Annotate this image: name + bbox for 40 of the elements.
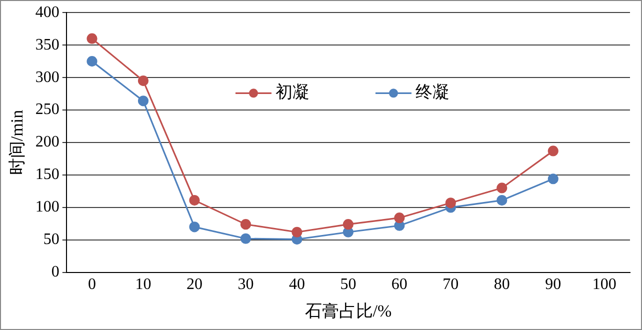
point xyxy=(548,146,558,156)
y-tick-label: 250 xyxy=(35,101,60,118)
point xyxy=(342,219,354,230)
legend-label: 终凝 xyxy=(415,82,450,102)
point xyxy=(189,222,200,232)
point xyxy=(445,198,456,208)
y-tick-label: 400 xyxy=(35,4,60,21)
x-tick-label: 60 xyxy=(391,276,408,294)
point xyxy=(394,212,405,224)
x-tick-label: 40 xyxy=(288,276,305,294)
x-tick-label: 70 xyxy=(442,276,459,294)
x-tick-label: 100 xyxy=(592,276,616,294)
y-tick-label: 100 xyxy=(35,198,60,216)
legend-label: 初凝 xyxy=(275,82,310,102)
x-axis-title: 石膏占比/% xyxy=(304,301,392,320)
point xyxy=(240,233,252,244)
point xyxy=(189,195,200,206)
point xyxy=(86,56,98,67)
y-tick-label: 200 xyxy=(35,134,60,151)
y-tick-label: 150 xyxy=(35,166,60,184)
x-tick-label: 20 xyxy=(186,276,202,294)
x-tick-label: 10 xyxy=(135,276,152,294)
point xyxy=(240,219,252,230)
y-tick-label: 0 xyxy=(51,264,60,281)
y-axis-title: 时间/min xyxy=(8,109,27,176)
point xyxy=(138,96,149,106)
point xyxy=(548,174,558,184)
x-tick-label: 0 xyxy=(88,276,96,294)
x-tick-label: 50 xyxy=(340,276,356,294)
point xyxy=(292,226,302,238)
x-tick-label: 80 xyxy=(494,276,510,294)
x-tick-label: 30 xyxy=(238,276,254,294)
point xyxy=(496,195,508,206)
point xyxy=(496,182,508,194)
y-tick-label: 300 xyxy=(35,68,60,86)
point xyxy=(138,76,149,86)
y-tick-label: 50 xyxy=(43,231,60,248)
y-tick-label: 350 xyxy=(35,36,60,54)
point xyxy=(86,33,98,44)
x-tick-label: 90 xyxy=(545,276,562,294)
